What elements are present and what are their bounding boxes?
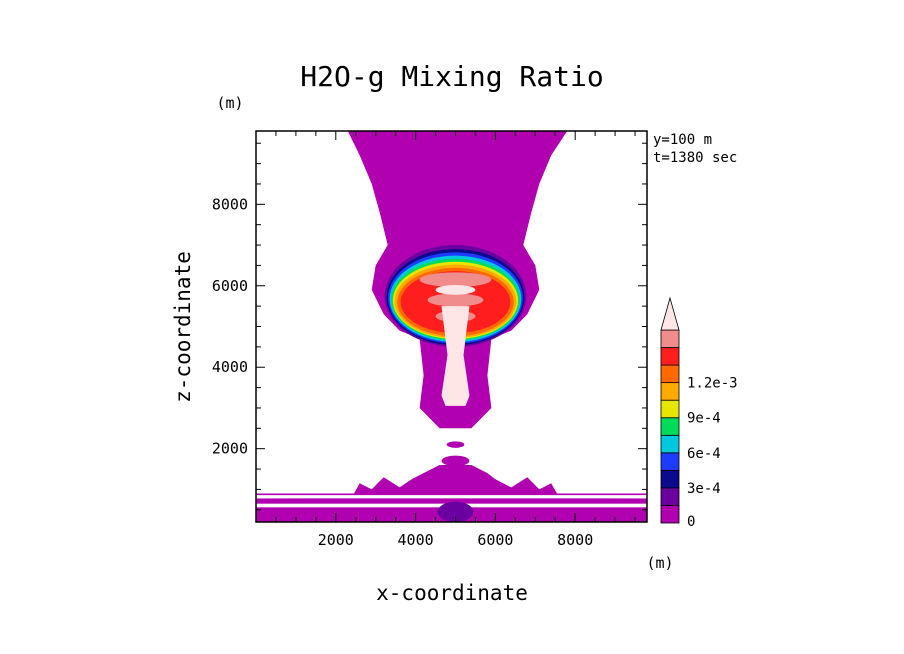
y-unit-label: (m) xyxy=(216,94,243,112)
colorbar-tick-label: 3e-4 xyxy=(687,481,721,497)
colorbar-swatch xyxy=(660,399,680,419)
x-tick-label: 8000 xyxy=(557,531,593,549)
x-axis-label: x-coordinate xyxy=(376,581,528,605)
y-axis-label: z-coordinate xyxy=(171,251,195,403)
colorbar-swatch xyxy=(660,364,680,384)
x-tick-label: 6000 xyxy=(477,531,513,549)
cloud-head-core xyxy=(435,284,476,295)
blob-lower xyxy=(441,455,470,467)
y-tick-label: 2000 xyxy=(212,440,248,458)
chart-title: H2O-g Mixing Ratio xyxy=(300,60,603,93)
mixing-ratio-field xyxy=(256,131,647,522)
x-tick-label: 4000 xyxy=(398,531,434,549)
surface-moist-core xyxy=(437,501,474,522)
colorbar-tick-label: 0 xyxy=(687,514,695,530)
boundary-layer-top-band xyxy=(256,493,647,496)
x-axis: 2000 4000 6000 8000 xyxy=(275,131,636,549)
info-line-y: y=100 m xyxy=(653,132,712,148)
y-axis: 2000 4000 6000 8000 xyxy=(212,142,647,511)
colorbar-tick-label: 1.2e-3 xyxy=(687,376,738,392)
colorbar-swatch xyxy=(660,469,680,489)
colorbar-swatch xyxy=(660,434,680,454)
colorbar-swatch xyxy=(660,505,680,524)
colorbar-swatch xyxy=(660,382,680,401)
colorbar-swatch xyxy=(660,329,680,348)
blob-upper xyxy=(446,441,465,448)
boundary-layer-gap-upper xyxy=(256,495,647,499)
y-tick-label: 4000 xyxy=(212,358,248,376)
colorbar-swatch xyxy=(660,347,680,366)
colorbar-swatch xyxy=(660,487,680,506)
cloud-head-band-middle xyxy=(427,293,484,307)
cloud-head-band-upper xyxy=(419,272,492,287)
x-unit-label: (m) xyxy=(646,554,673,572)
y-tick-label: 6000 xyxy=(212,277,248,295)
colorbar-swatch xyxy=(660,452,680,471)
info-line-t: t=1380 sec xyxy=(653,150,737,166)
updraft-core xyxy=(441,306,470,406)
colorbar: 0 3e-4 6e-4 9e-4 1.2e-3 xyxy=(660,296,738,530)
x-tick-label: 2000 xyxy=(318,531,354,549)
colorbar-tick-label: 6e-4 xyxy=(687,446,721,462)
colorbar-swatch xyxy=(660,417,680,436)
colorbar-tick-label: 9e-4 xyxy=(687,411,721,427)
y-tick-label: 8000 xyxy=(212,195,248,213)
colorbar-extend-arrow xyxy=(660,296,680,331)
